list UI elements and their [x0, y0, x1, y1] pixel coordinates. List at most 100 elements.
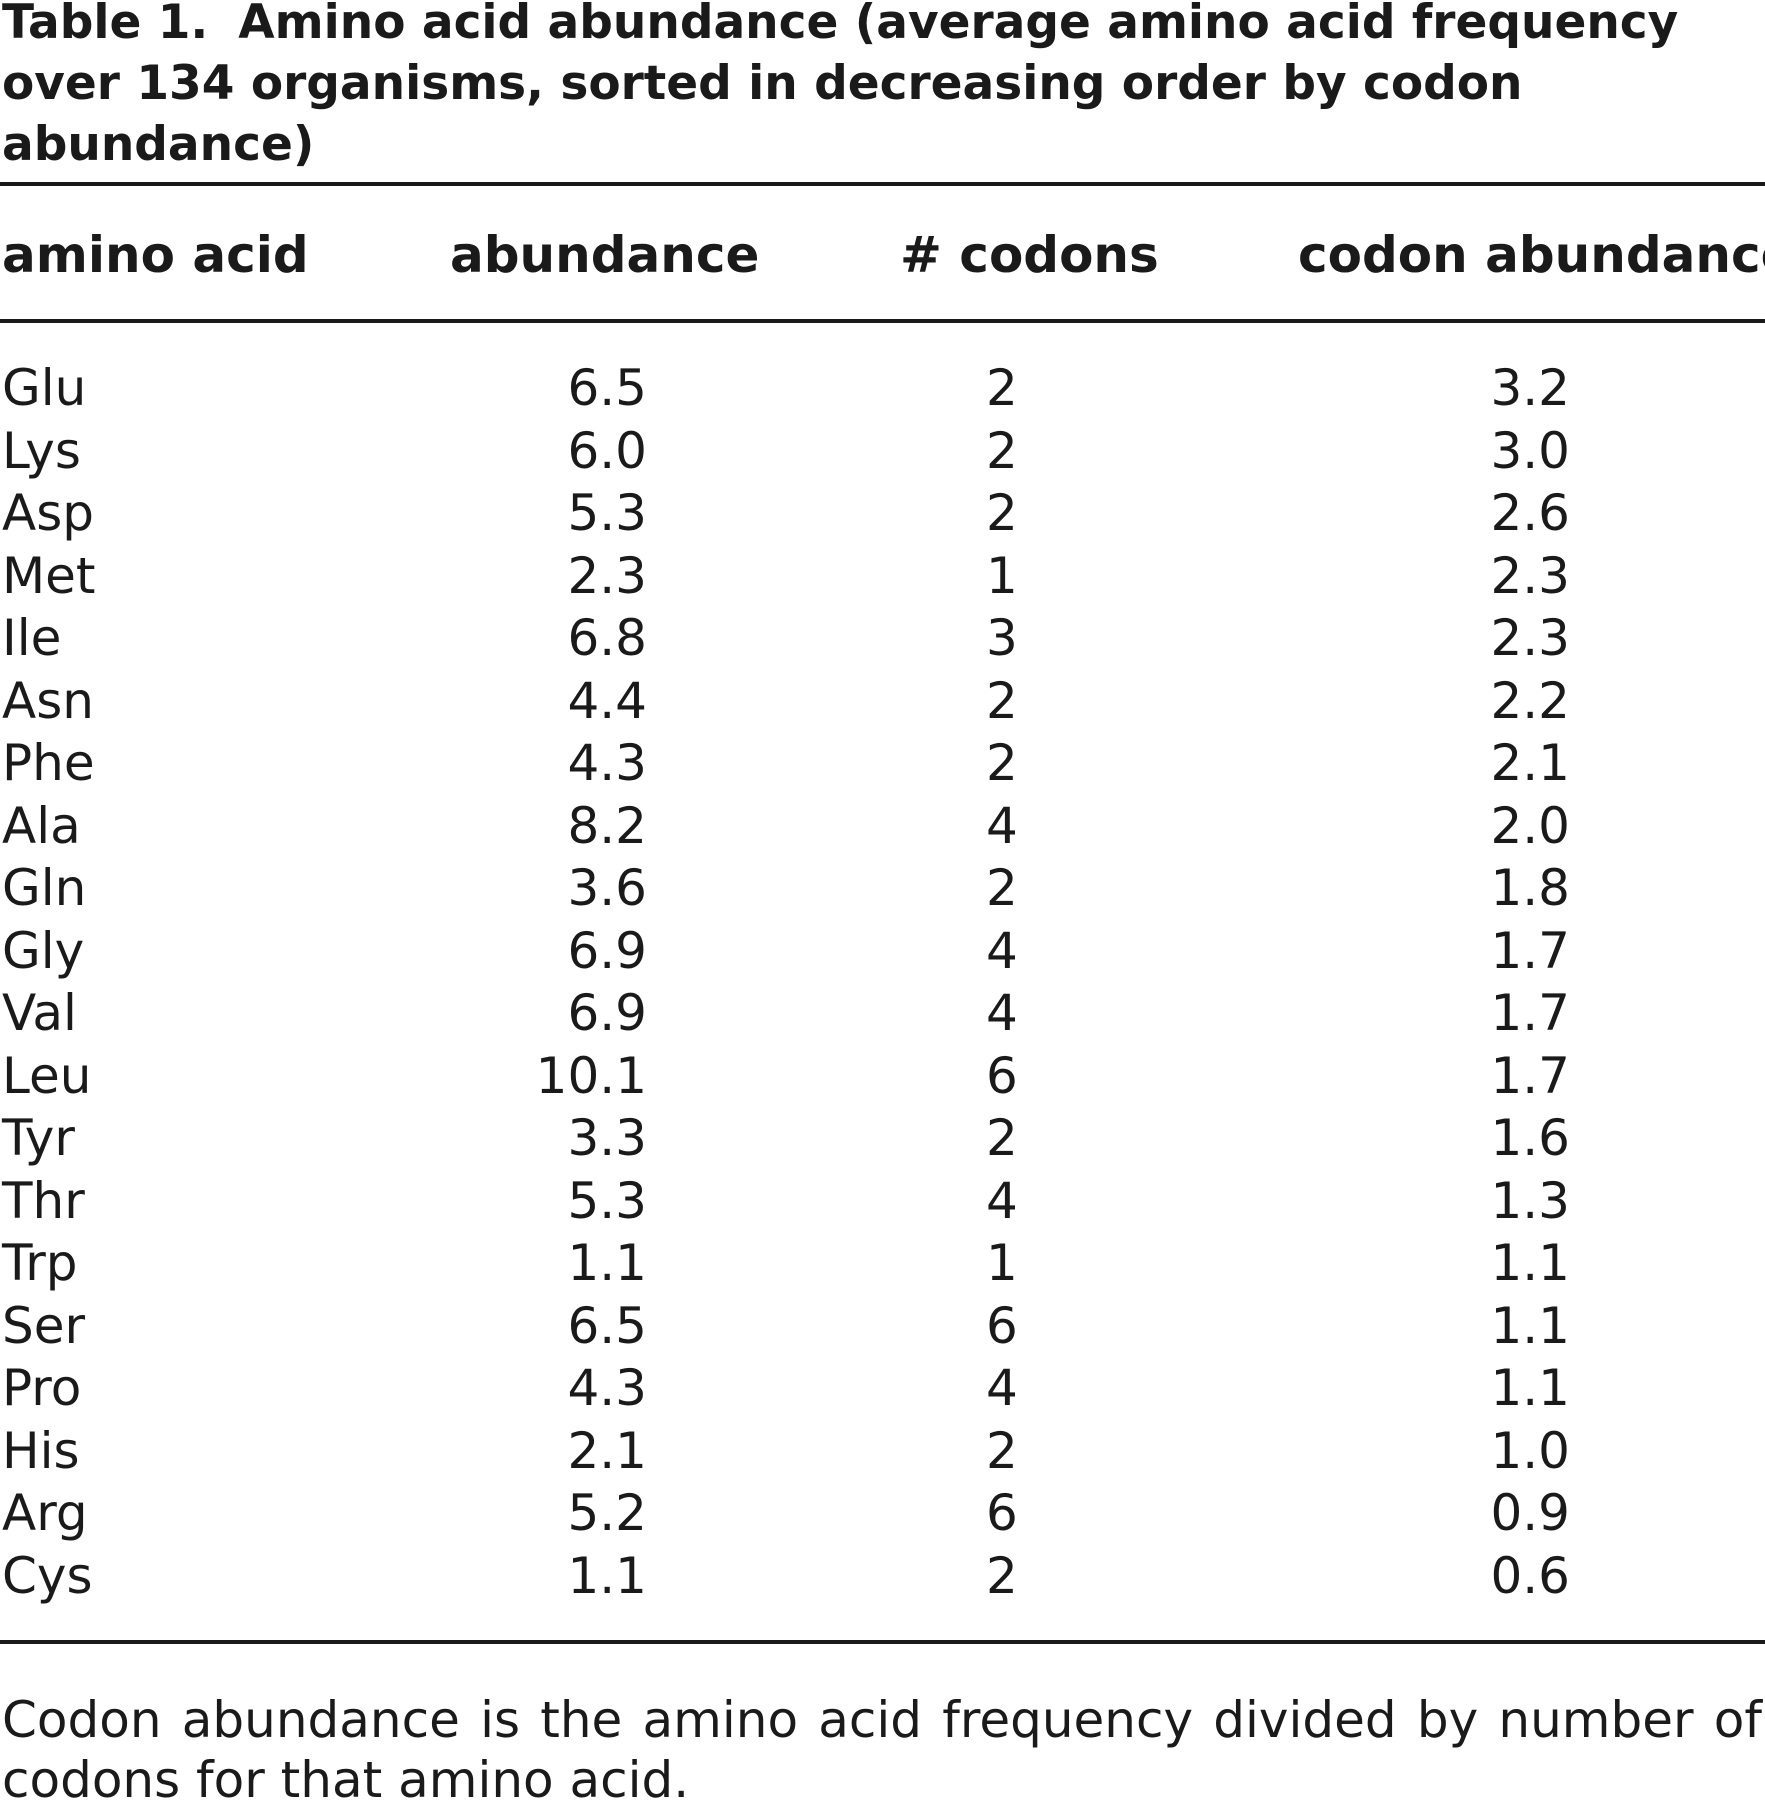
cell-codons: 2 [986, 421, 1018, 480]
cell-abundance: 2.1 [567, 1421, 647, 1480]
cell-codon-abundance: 1.6 [1490, 1109, 1570, 1167]
header-rule [0, 319, 1765, 323]
table-row: Asp 5.3 2 2.6 [0, 482, 1765, 545]
table-row: Gly 6.9 4 1.7 [0, 920, 1765, 983]
cell-amino-acid: His [2, 1421, 80, 1480]
cell-amino-acid: Phe [2, 734, 95, 792]
table-row: Gln 3.6 2 1.8 [0, 857, 1765, 920]
cell-abundance: 4.3 [567, 734, 647, 792]
cell-abundance: 6.8 [567, 609, 647, 667]
cell-amino-acid: Asp [2, 484, 94, 542]
cell-amino-acid: Gln [2, 859, 87, 917]
cell-abundance: 5.2 [567, 1484, 647, 1542]
table-row: Ser 6.5 6 1.1 [0, 1295, 1765, 1358]
cell-amino-acid: Tyr [2, 1109, 75, 1167]
table-row: Lys 6.0 2 3.0 [0, 420, 1765, 483]
cell-amino-acid: Thr [2, 1171, 85, 1230]
cell-codon-abundance: 1.1 [1490, 1296, 1570, 1355]
cell-amino-acid: Asn [2, 671, 94, 730]
table-row: Cys 1.1 2 0.6 [0, 1545, 1765, 1608]
cell-codons: 4 [986, 796, 1018, 855]
table-label: Table 1. [2, 0, 209, 50]
cell-codons: 4 [986, 1359, 1018, 1417]
cell-amino-acid: Leu [2, 1046, 92, 1105]
cell-codon-abundance: 1.7 [1490, 1046, 1570, 1105]
table-row: Ala 8.2 4 2.0 [0, 795, 1765, 858]
table-caption: Table 1. Amino acid abundance (average am… [2, 0, 1762, 175]
cell-abundance: 4.4 [567, 671, 647, 730]
column-header-amino-acid: amino acid [2, 226, 309, 284]
table-row: Thr 5.3 4 1.3 [0, 1170, 1765, 1233]
cell-amino-acid: Trp [2, 1234, 78, 1292]
cell-codon-abundance: 2.0 [1490, 796, 1570, 855]
cell-codon-abundance: 1.1 [1490, 1234, 1570, 1292]
cell-abundance: 10.1 [535, 1046, 647, 1105]
cell-abundance: 6.9 [567, 984, 647, 1042]
table-body: Glu 6.5 2 3.2 Lys 6.0 2 3.0 Asp 5.3 2 2.6 Met 2.3 1 2.3… [0, 357, 1765, 1607]
column-header-codons: # codons [900, 226, 1159, 284]
cell-abundance: 3.6 [567, 859, 647, 917]
column-header-abundance: abundance [450, 226, 760, 284]
cell-abundance: 6.9 [567, 921, 647, 980]
table-row: Leu 10.1 6 1.7 [0, 1045, 1765, 1108]
cell-codon-abundance: 2.3 [1490, 609, 1570, 667]
cell-codons: 2 [986, 1546, 1018, 1605]
cell-codons: 2 [986, 671, 1018, 730]
cell-codons: 4 [986, 984, 1018, 1042]
column-header-codon-abundance: codon abundance [1298, 226, 1765, 284]
table-title: Amino acid abundance (average amino acid… [2, 0, 1679, 172]
cell-amino-acid: Ala [2, 796, 81, 855]
cell-abundance: 5.3 [567, 484, 647, 542]
cell-codon-abundance: 0.9 [1490, 1484, 1570, 1542]
cell-codons: 3 [986, 609, 1018, 667]
cell-codon-abundance: 1.3 [1490, 1171, 1570, 1230]
cell-codon-abundance: 2.2 [1490, 671, 1570, 730]
cell-codons: 1 [986, 546, 1018, 605]
table-row: Ile 6.8 3 2.3 [0, 607, 1765, 670]
cell-amino-acid: Val [2, 984, 77, 1042]
cell-codons: 2 [986, 859, 1018, 917]
cell-abundance: 8.2 [567, 796, 647, 855]
cell-codon-abundance: 2.6 [1490, 484, 1570, 542]
table-row: Glu 6.5 2 3.2 [0, 357, 1765, 420]
cell-amino-acid: Lys [2, 421, 81, 480]
table-row: Met 2.3 1 2.3 [0, 545, 1765, 608]
top-rule [0, 182, 1765, 186]
cell-codon-abundance: 1.8 [1490, 859, 1570, 917]
cell-codons: 2 [986, 1109, 1018, 1167]
cell-codon-abundance: 0.6 [1490, 1546, 1570, 1605]
cell-amino-acid: Met [2, 546, 96, 605]
cell-amino-acid: Pro [2, 1359, 82, 1417]
table-row: Val 6.9 4 1.7 [0, 982, 1765, 1045]
cell-codons: 6 [986, 1484, 1018, 1542]
cell-amino-acid: Glu [2, 359, 87, 417]
cell-codon-abundance: 1.7 [1490, 921, 1570, 980]
cell-codons: 2 [986, 484, 1018, 542]
cell-amino-acid: Gly [2, 921, 85, 980]
cell-codon-abundance: 2.3 [1490, 546, 1570, 605]
cell-abundance: 5.3 [567, 1171, 647, 1230]
cell-codons: 2 [986, 359, 1018, 417]
cell-codon-abundance: 1.1 [1490, 1359, 1570, 1417]
cell-abundance: 1.1 [567, 1234, 647, 1292]
cell-abundance: 6.0 [567, 421, 647, 480]
cell-abundance: 1.1 [567, 1546, 647, 1605]
table-footnote: Codon abundance is the amino acid freque… [2, 1691, 1762, 1809]
cell-amino-acid: Cys [2, 1546, 93, 1605]
cell-codons: 6 [986, 1046, 1018, 1105]
cell-codons: 4 [986, 1171, 1018, 1230]
table-row: Pro 4.3 4 1.1 [0, 1357, 1765, 1420]
cell-codons: 6 [986, 1296, 1018, 1355]
table-row: Asn 4.4 2 2.2 [0, 670, 1765, 733]
cell-abundance: 2.3 [567, 546, 647, 605]
cell-abundance: 4.3 [567, 1359, 647, 1417]
cell-abundance: 3.3 [567, 1109, 647, 1167]
cell-codon-abundance: 1.0 [1490, 1421, 1570, 1480]
cell-codon-abundance: 3.2 [1490, 359, 1570, 417]
cell-codons: 2 [986, 1421, 1018, 1480]
cell-codon-abundance: 2.1 [1490, 734, 1570, 792]
cell-codon-abundance: 3.0 [1490, 421, 1570, 480]
bottom-rule [0, 1640, 1765, 1644]
table-row: His 2.1 2 1.0 [0, 1420, 1765, 1483]
